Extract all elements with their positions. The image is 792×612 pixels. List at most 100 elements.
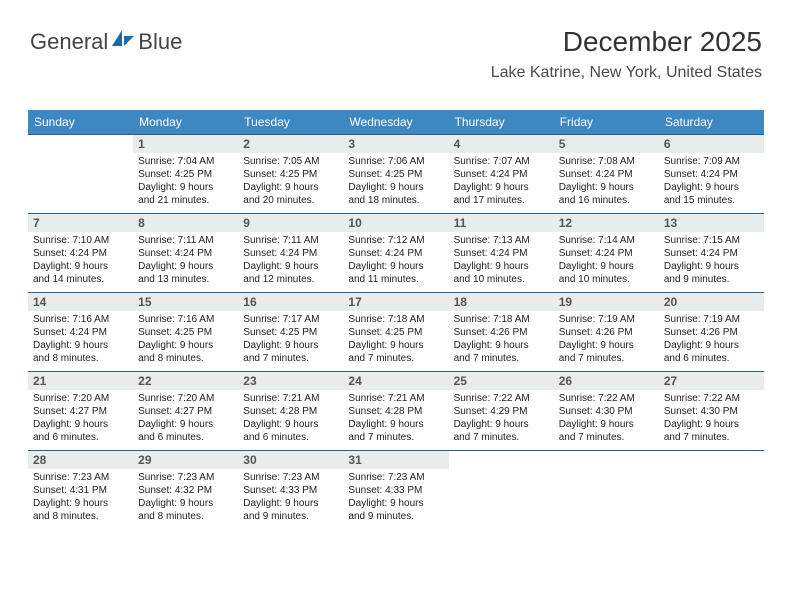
location-subtitle: Lake Katrine, New York, United States (491, 64, 762, 82)
day-info: Sunrise: 7:23 AMSunset: 4:33 PMDaylight:… (238, 469, 343, 527)
weekday-header-row: SundayMondayTuesdayWednesdayThursdayFrid… (28, 110, 764, 134)
day-number: 17 (343, 293, 448, 311)
day-info: Sunrise: 7:10 AMSunset: 4:24 PMDaylight:… (28, 232, 133, 290)
day-info: Sunrise: 7:12 AMSunset: 4:24 PMDaylight:… (343, 232, 448, 290)
weekday-header: Tuesday (238, 110, 343, 134)
day-number: 6 (659, 135, 764, 153)
calendar-day-cell: 23Sunrise: 7:21 AMSunset: 4:28 PMDayligh… (238, 372, 343, 450)
calendar-day-cell (554, 451, 659, 529)
day-number: 13 (659, 214, 764, 232)
day-info: Sunrise: 7:21 AMSunset: 4:28 PMDaylight:… (238, 390, 343, 448)
day-info: Sunrise: 7:19 AMSunset: 4:26 PMDaylight:… (554, 311, 659, 369)
day-number: 27 (659, 372, 764, 390)
day-number: 29 (133, 451, 238, 469)
day-info: Sunrise: 7:23 AMSunset: 4:32 PMDaylight:… (133, 469, 238, 527)
calendar-day-cell: 3Sunrise: 7:06 AMSunset: 4:25 PMDaylight… (343, 135, 448, 213)
day-info: Sunrise: 7:14 AMSunset: 4:24 PMDaylight:… (554, 232, 659, 290)
day-number: 8 (133, 214, 238, 232)
day-number: 5 (554, 135, 659, 153)
calendar-day-cell: 21Sunrise: 7:20 AMSunset: 4:27 PMDayligh… (28, 372, 133, 450)
day-info: Sunrise: 7:18 AMSunset: 4:26 PMDaylight:… (449, 311, 554, 369)
day-number: 15 (133, 293, 238, 311)
day-number: 24 (343, 372, 448, 390)
day-number: 30 (238, 451, 343, 469)
day-info: Sunrise: 7:16 AMSunset: 4:25 PMDaylight:… (133, 311, 238, 369)
day-info: Sunrise: 7:19 AMSunset: 4:26 PMDaylight:… (659, 311, 764, 369)
day-info: Sunrise: 7:23 AMSunset: 4:33 PMDaylight:… (343, 469, 448, 527)
logo-sail-icon (110, 28, 136, 55)
calendar-week: 7Sunrise: 7:10 AMSunset: 4:24 PMDaylight… (28, 213, 764, 292)
day-number: 19 (554, 293, 659, 311)
weekday-header: Saturday (659, 110, 764, 134)
calendar-day-cell: 1Sunrise: 7:04 AMSunset: 4:25 PMDaylight… (133, 135, 238, 213)
day-info: Sunrise: 7:11 AMSunset: 4:24 PMDaylight:… (238, 232, 343, 290)
calendar-week: 1Sunrise: 7:04 AMSunset: 4:25 PMDaylight… (28, 135, 764, 213)
calendar-week: 21Sunrise: 7:20 AMSunset: 4:27 PMDayligh… (28, 371, 764, 450)
month-title: December 2025 (491, 26, 762, 58)
day-number: 23 (238, 372, 343, 390)
day-info: Sunrise: 7:15 AMSunset: 4:24 PMDaylight:… (659, 232, 764, 290)
weekday-header: Sunday (28, 110, 133, 134)
calendar-day-cell: 14Sunrise: 7:16 AMSunset: 4:24 PMDayligh… (28, 293, 133, 371)
day-number: 7 (28, 214, 133, 232)
day-info: Sunrise: 7:04 AMSunset: 4:25 PMDaylight:… (133, 153, 238, 211)
day-info: Sunrise: 7:17 AMSunset: 4:25 PMDaylight:… (238, 311, 343, 369)
weekday-header: Wednesday (343, 110, 448, 134)
day-number: 31 (343, 451, 448, 469)
calendar-day-cell: 31Sunrise: 7:23 AMSunset: 4:33 PMDayligh… (343, 451, 448, 529)
calendar-day-cell: 4Sunrise: 7:07 AMSunset: 4:24 PMDaylight… (449, 135, 554, 213)
calendar-day-cell (659, 451, 764, 529)
day-number: 9 (238, 214, 343, 232)
day-number: 26 (554, 372, 659, 390)
calendar-day-cell: 29Sunrise: 7:23 AMSunset: 4:32 PMDayligh… (133, 451, 238, 529)
calendar-day-cell: 25Sunrise: 7:22 AMSunset: 4:29 PMDayligh… (449, 372, 554, 450)
weekday-header: Friday (554, 110, 659, 134)
calendar-day-cell: 16Sunrise: 7:17 AMSunset: 4:25 PMDayligh… (238, 293, 343, 371)
day-number: 25 (449, 372, 554, 390)
day-info: Sunrise: 7:11 AMSunset: 4:24 PMDaylight:… (133, 232, 238, 290)
day-info: Sunrise: 7:09 AMSunset: 4:24 PMDaylight:… (659, 153, 764, 211)
page-header: December 2025 Lake Katrine, New York, Un… (491, 26, 762, 82)
calendar-day-cell: 18Sunrise: 7:18 AMSunset: 4:26 PMDayligh… (449, 293, 554, 371)
day-number: 18 (449, 293, 554, 311)
day-info: Sunrise: 7:23 AMSunset: 4:31 PMDaylight:… (28, 469, 133, 527)
day-info: Sunrise: 7:21 AMSunset: 4:28 PMDaylight:… (343, 390, 448, 448)
calendar-day-cell: 28Sunrise: 7:23 AMSunset: 4:31 PMDayligh… (28, 451, 133, 529)
day-number: 12 (554, 214, 659, 232)
day-info: Sunrise: 7:05 AMSunset: 4:25 PMDaylight:… (238, 153, 343, 211)
calendar-day-cell: 7Sunrise: 7:10 AMSunset: 4:24 PMDaylight… (28, 214, 133, 292)
calendar-day-cell: 12Sunrise: 7:14 AMSunset: 4:24 PMDayligh… (554, 214, 659, 292)
day-number: 14 (28, 293, 133, 311)
calendar-day-cell: 8Sunrise: 7:11 AMSunset: 4:24 PMDaylight… (133, 214, 238, 292)
calendar-week: 28Sunrise: 7:23 AMSunset: 4:31 PMDayligh… (28, 450, 764, 529)
day-number: 22 (133, 372, 238, 390)
logo-word1: General (30, 29, 108, 55)
calendar-day-cell (449, 451, 554, 529)
calendar-grid: SundayMondayTuesdayWednesdayThursdayFrid… (28, 110, 764, 529)
day-info: Sunrise: 7:20 AMSunset: 4:27 PMDaylight:… (28, 390, 133, 448)
calendar-week: 14Sunrise: 7:16 AMSunset: 4:24 PMDayligh… (28, 292, 764, 371)
calendar-day-cell: 27Sunrise: 7:22 AMSunset: 4:30 PMDayligh… (659, 372, 764, 450)
day-info: Sunrise: 7:22 AMSunset: 4:30 PMDaylight:… (554, 390, 659, 448)
calendar-day-cell: 20Sunrise: 7:19 AMSunset: 4:26 PMDayligh… (659, 293, 764, 371)
day-number: 16 (238, 293, 343, 311)
logo-word2: Blue (138, 29, 182, 55)
day-number: 1 (133, 135, 238, 153)
day-number: 21 (28, 372, 133, 390)
calendar-day-cell: 10Sunrise: 7:12 AMSunset: 4:24 PMDayligh… (343, 214, 448, 292)
day-number: 3 (343, 135, 448, 153)
calendar-day-cell: 9Sunrise: 7:11 AMSunset: 4:24 PMDaylight… (238, 214, 343, 292)
calendar-day-cell: 17Sunrise: 7:18 AMSunset: 4:25 PMDayligh… (343, 293, 448, 371)
calendar-day-cell: 11Sunrise: 7:13 AMSunset: 4:24 PMDayligh… (449, 214, 554, 292)
day-number: 11 (449, 214, 554, 232)
calendar-day-cell: 26Sunrise: 7:22 AMSunset: 4:30 PMDayligh… (554, 372, 659, 450)
day-info: Sunrise: 7:07 AMSunset: 4:24 PMDaylight:… (449, 153, 554, 211)
weekday-header: Thursday (449, 110, 554, 134)
calendar-day-cell: 19Sunrise: 7:19 AMSunset: 4:26 PMDayligh… (554, 293, 659, 371)
day-info: Sunrise: 7:22 AMSunset: 4:30 PMDaylight:… (659, 390, 764, 448)
day-number: 2 (238, 135, 343, 153)
calendar-day-cell: 15Sunrise: 7:16 AMSunset: 4:25 PMDayligh… (133, 293, 238, 371)
weekday-header: Monday (133, 110, 238, 134)
day-number: 28 (28, 451, 133, 469)
day-number: 20 (659, 293, 764, 311)
